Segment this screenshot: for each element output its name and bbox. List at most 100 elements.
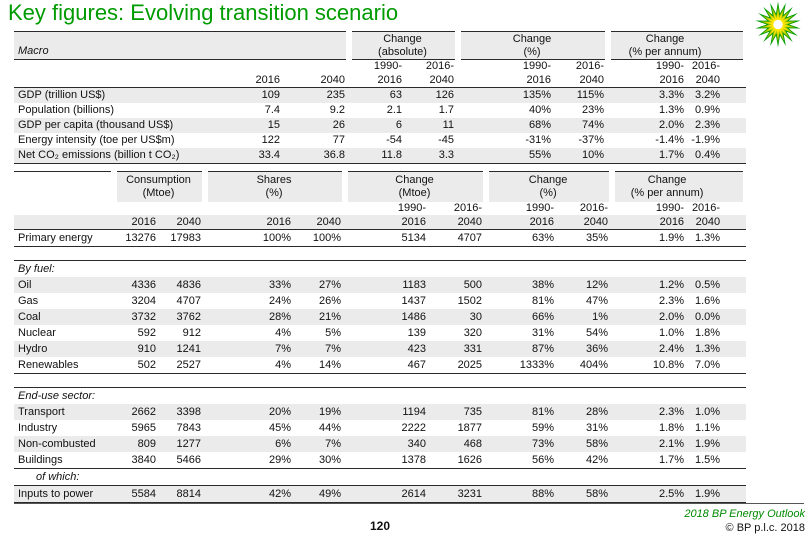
table-cell: 1990-: [345, 202, 431, 215]
value-cell: 7843: [176, 421, 202, 434]
value-cell: 126: [406, 87, 459, 103]
value-cell: 2.3%: [688, 118, 747, 133]
value-cell: 14%: [319, 358, 342, 371]
value-cell: 10.8%: [652, 358, 685, 371]
table-cell: 2040: [406, 73, 459, 88]
value-cell: 1437: [401, 294, 427, 307]
table-cell: 2040: [558, 215, 613, 230]
value-cell: 5965: [131, 421, 156, 434]
table-row: Primary energy 13276 17983 100% 100% 5134 4707…: [14, 230, 746, 247]
table-row: Buildings 3840 5466 29% 30% 1378 1626 56% 42% 1.7…: [14, 452, 746, 469]
value-cell: 49%: [295, 485, 346, 503]
value-cell: 19%: [295, 404, 346, 420]
row-label: GDP per capita (thousand US$): [14, 118, 239, 133]
value-cell: 320: [463, 326, 483, 339]
value-cell: 55%: [458, 148, 556, 164]
value-cell: 1333%: [519, 358, 555, 371]
row-label: Gas: [18, 294, 39, 307]
row-label: Renewables: [18, 358, 79, 371]
value-cell: 66%: [486, 309, 559, 325]
table-row: Nuclear 592 912 4% 5% 139 320 31% 54% 1.0% 1.8%: [14, 325, 746, 341]
value-cell: 2025: [457, 358, 483, 371]
row-label: Nuclear: [18, 326, 56, 339]
table-cell: [14, 202, 114, 215]
value-cell: 29%: [268, 453, 292, 466]
value-cell: 2.5%: [612, 485, 689, 503]
table-cell: 2040: [160, 215, 206, 230]
value-cell: 0.0%: [688, 309, 747, 325]
table-cell: [14, 171, 114, 202]
value-cell: 31%: [586, 421, 609, 434]
section-gap: [14, 246, 747, 261]
of-which-heading: of which:: [14, 468, 747, 486]
row-label: Buildings: [18, 453, 63, 466]
row-label: Primary energy: [18, 231, 93, 244]
value-cell: 2.0%: [608, 118, 689, 133]
value-cell: 7.4: [264, 104, 280, 116]
value-cell: 33%: [205, 277, 296, 293]
value-cell: 63%: [532, 231, 555, 244]
value-cell: 1241: [160, 341, 206, 357]
value-cell: 3840: [131, 453, 156, 466]
value-cell: 56%: [532, 453, 555, 466]
table-cell: 2016-: [558, 202, 613, 215]
value-cell: 8814: [160, 485, 206, 503]
value-cell: 2527: [176, 358, 202, 371]
value-cell: 502: [137, 358, 156, 371]
value-cell: 1486: [345, 309, 431, 325]
value-cell: 12%: [558, 277, 613, 293]
value-cell: 1.1%: [695, 421, 721, 434]
macro-table: Macro Change (absolute) Change (%) Change(…: [14, 31, 750, 164]
value-cell: 10%: [555, 148, 609, 164]
value-cell: 28%: [205, 309, 296, 325]
value-cell: 1.9%: [688, 436, 747, 452]
table-row: Transport 2662 3398 20% 19% 1194 735 81% 28% 2.3%…: [14, 404, 747, 420]
row-label: Industry: [18, 421, 58, 434]
value-cell: 7%: [295, 436, 346, 452]
value-cell: 3231: [430, 485, 487, 503]
value-cell: 31%: [532, 326, 555, 339]
row-label: Oil: [14, 277, 114, 293]
group-change-per-annum: Change (% per annum): [609, 171, 750, 202]
energy-table: Consumption (Mtoe) Shares (%) Change (Mtoe)…: [14, 171, 750, 503]
value-cell: 135%: [458, 87, 556, 103]
value-cell: 5%: [325, 326, 342, 339]
value-cell: 467: [407, 358, 427, 371]
table-row: Renewables 502 2527 4% 14% 467 2025 1333% 404% 10…: [14, 357, 746, 374]
table-cell: [14, 215, 114, 230]
value-cell: 1378: [401, 453, 427, 466]
value-cell: 30: [430, 309, 487, 325]
value-cell: 1%: [558, 309, 613, 325]
value-cell: 1.7%: [608, 148, 689, 164]
table-cell: [239, 59, 284, 73]
table-row: Population (billions) 7.4 9.2 2.1 1.7 40% 23% 1…: [14, 103, 746, 118]
value-cell: 3204: [131, 294, 156, 307]
table-row: GDP (trillion US$) 109 235 63 126 135% 115% 3.3…: [14, 87, 747, 103]
table-row: [14, 373, 747, 388]
value-cell: 0.4%: [688, 148, 747, 164]
value-cell: 100%: [262, 231, 292, 244]
value-cell: 7.0%: [695, 358, 721, 371]
value-cell: 47%: [586, 294, 609, 307]
table-cell: 2016-: [406, 59, 459, 73]
table-cell: 2016: [345, 215, 431, 230]
group-change-per-annum: Change (% per annum): [605, 31, 750, 60]
table-row: Gas 3204 4707 24% 26% 1437 1502 81% 47% 2.3% 1.6%: [14, 293, 746, 309]
value-cell: 1877: [457, 421, 483, 434]
value-cell: 44%: [319, 421, 342, 434]
value-cell: 122: [261, 134, 280, 146]
group-change-percent: Change (%): [483, 171, 616, 202]
table-cell: 1990-: [486, 202, 559, 215]
group-shares: Shares (%): [202, 171, 349, 202]
value-cell: 1.7: [438, 104, 455, 116]
helios-center: [773, 19, 783, 30]
value-cell: 3732: [114, 309, 160, 325]
value-cell: 81%: [532, 294, 555, 307]
table-cell: [14, 373, 747, 388]
macro-section-label: Macro: [14, 31, 239, 60]
value-cell: 6%: [205, 436, 296, 452]
table-cell: 1990-: [458, 59, 556, 73]
value-cell: 809: [114, 436, 160, 452]
value-cell: 42%: [205, 485, 296, 503]
value-cell: 2.3%: [658, 294, 685, 307]
